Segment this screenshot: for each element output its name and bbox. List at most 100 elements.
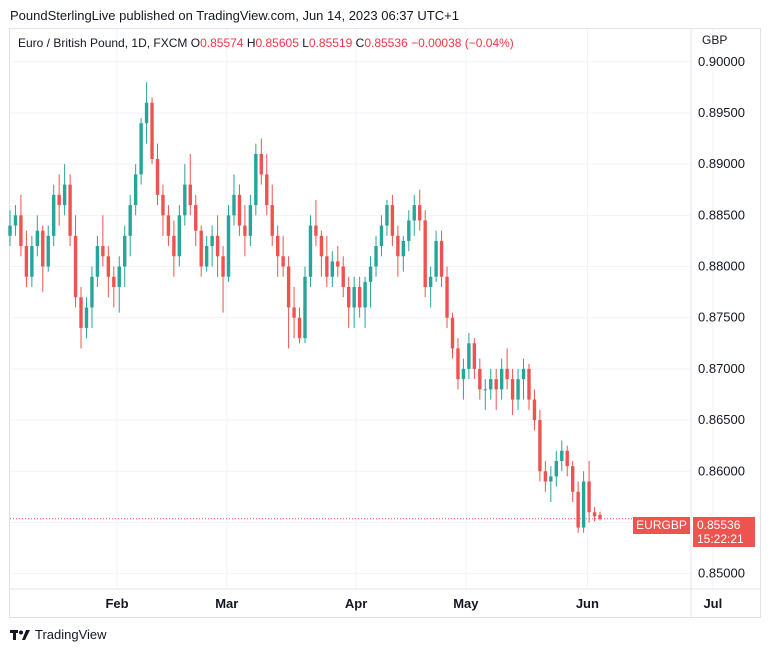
candle-body [499,368,504,390]
time-tick-label: Jul [703,596,722,611]
candle-body [483,389,487,391]
candle-body [478,368,482,390]
legend-open-value: 0.85574 [200,36,244,50]
candle-body [308,225,313,277]
candle-body [243,225,247,236]
candle-body [505,368,509,380]
price-tick-label: 0.86500 [698,412,745,427]
legend-close-value: 0.85536 [364,36,408,50]
candle-body [35,230,40,247]
price-tick-label: 0.87500 [698,310,745,325]
candle-body [412,205,416,221]
candle-body [265,174,269,206]
candle-body [390,205,395,236]
candle-body [510,379,515,400]
candle-body [24,246,29,277]
candle-body [46,235,50,267]
legend-close-label: C [355,36,365,50]
candle-body [407,220,411,241]
time-tick-label: Feb [105,596,128,611]
candle-body [90,276,94,308]
footer[interactable]: TradingView [10,627,107,642]
candle-body [581,481,586,528]
candle-body [215,235,220,257]
candle-body [368,266,373,282]
candle-body [401,240,406,257]
candle-body [319,235,324,257]
candle-body [106,256,111,277]
grid-lines [9,28,761,617]
candle-body [456,348,460,380]
candle-body [379,225,384,247]
candle-body [297,317,302,339]
candle-body [259,153,263,175]
candle-body [467,343,471,369]
candle-body [52,194,56,236]
candle-body [13,215,18,226]
last-price-tag: 0.85536 15:22:21 [693,517,755,547]
candle-body [439,240,444,277]
candle-body [363,281,367,308]
candle-body [330,261,335,277]
candle-body [101,246,105,257]
price-tick-label: 0.85000 [698,566,745,581]
time-tick-label: Mar [215,596,238,611]
candle-body [232,194,236,216]
candle-body [62,184,67,206]
candle-body [79,297,83,328]
candle-body [281,256,285,267]
candle-body [166,215,171,236]
candle-body [516,379,520,400]
time-tick-label: Jun [576,596,599,611]
candle-body [248,205,253,236]
candle-body [352,286,356,308]
candle-body [347,286,351,308]
symbol-price-tag: EURGBP [633,517,690,534]
price-tick-label: 0.89500 [698,105,745,120]
candle-body [226,215,231,277]
last-price-value: 0.85536 [697,518,741,532]
candle-body [374,246,378,267]
candle-body [587,481,591,513]
candle-series [8,82,602,533]
candle-body [210,235,214,247]
candle-body [139,123,143,175]
candle-body [357,286,362,308]
candle-body [565,450,569,467]
candle-body [598,514,602,519]
time-tick-label: Apr [345,596,367,611]
candle-body [434,240,438,277]
legend-high-value: 0.85605 [255,36,299,50]
candle-body [177,215,182,257]
candle-body [314,225,318,236]
tradingview-logo-icon [10,629,30,640]
candle-body [123,235,127,267]
candle-body [532,399,537,421]
candle-body [472,343,477,369]
candle-body [576,491,580,528]
candle-body [155,159,160,195]
candle-body [418,205,422,221]
footer-brand: TradingView [35,627,107,642]
candle-body [543,471,548,482]
candle-body [275,235,280,257]
candle-body [30,246,34,277]
candle-body [286,266,291,308]
candle-body [292,307,296,318]
candle-body [560,450,564,462]
candle-body [8,225,12,236]
candle-body [303,276,307,339]
price-tick-label: 0.89000 [698,156,745,171]
candle-body [538,420,542,472]
chart-frame [9,28,761,618]
price-tick-label: 0.87000 [698,361,745,376]
bar-countdown: 15:22:21 [697,532,744,546]
candle-body [396,235,400,257]
candle-body [172,235,176,257]
currency-label: GBP [702,33,728,47]
candle-body [68,184,72,236]
legend-open-label: O [190,36,201,50]
ohlc-legend[interactable]: Euro / British Pound, 1D, FXCM O0.85574 … [18,36,514,50]
candle-body [188,184,192,206]
